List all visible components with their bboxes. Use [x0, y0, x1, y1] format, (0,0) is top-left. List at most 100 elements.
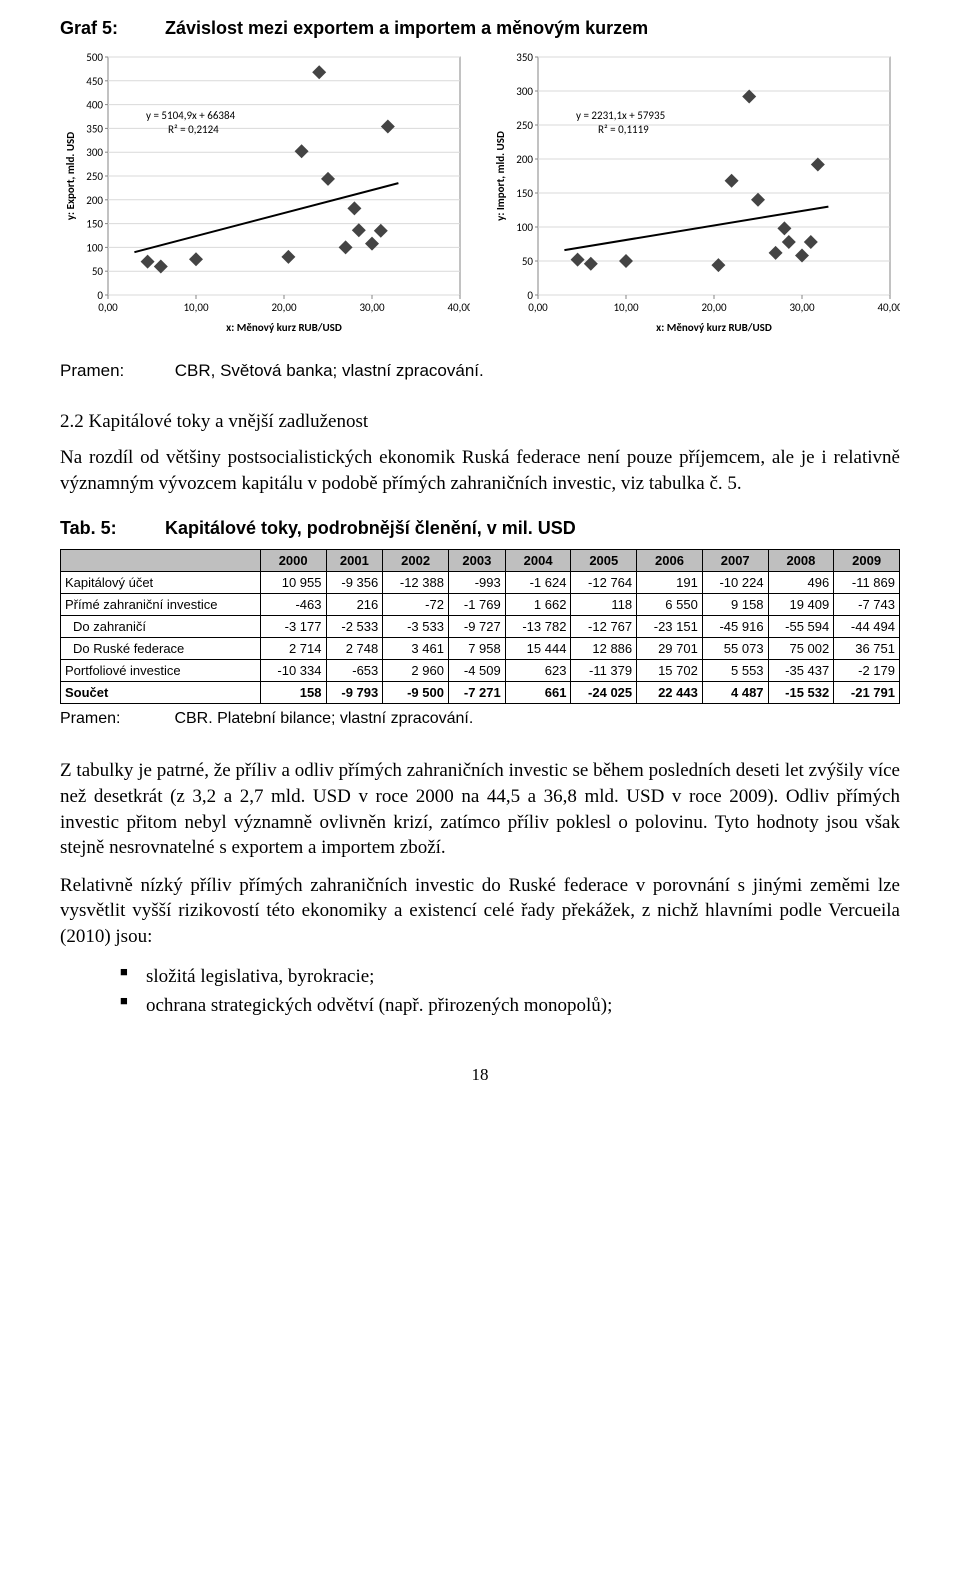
- table-header-cell: 2006: [637, 550, 703, 572]
- table-cell: -2 533: [326, 616, 383, 638]
- svg-text:20,00: 20,00: [271, 301, 296, 314]
- pramen2-label: Pramen:: [60, 710, 170, 728]
- table-header-cell: 2003: [448, 550, 505, 572]
- table-cell: 216: [326, 594, 383, 616]
- table-cell: -12 764: [571, 572, 637, 594]
- tab5-table: 2000200120022003200420052006200720082009…: [60, 549, 900, 704]
- svg-text:250: 250: [86, 170, 103, 183]
- table-cell: -44 494: [834, 616, 900, 638]
- pramen1-text: CBR, Světová banka; vlastní zpracování.: [175, 361, 484, 380]
- table-cell: -23 151: [637, 616, 703, 638]
- table-cell: 9 158: [702, 594, 768, 616]
- table-cell: -72: [383, 594, 449, 616]
- table-cell: -12 767: [571, 616, 637, 638]
- table-cell: 22 443: [637, 682, 703, 704]
- svg-text:300: 300: [516, 85, 533, 98]
- tab5-title: Kapitálové toky, podrobnější členění, v …: [165, 518, 576, 538]
- table-cell: -653: [326, 660, 383, 682]
- table-row: Do zahraničí-3 177-2 533-3 533-9 727-13 …: [61, 616, 900, 638]
- table-cell: -21 791: [834, 682, 900, 704]
- table-cell: 2 960: [383, 660, 449, 682]
- pramen-line-2: Pramen: CBR. Platební bilance; vlastní z…: [60, 710, 900, 728]
- table-cell: -9 500: [383, 682, 449, 704]
- table-cell: 158: [260, 682, 326, 704]
- row-label: Kapitálový účet: [61, 572, 261, 594]
- table-cell: 191: [637, 572, 703, 594]
- row-label: Přímé zahraniční investice: [61, 594, 261, 616]
- table-header-cell: 2001: [326, 550, 383, 572]
- page-number: 18: [60, 1065, 900, 1085]
- pramen2-text: CBR. Platební bilance; vlastní zpracován…: [174, 710, 473, 727]
- svg-text:300: 300: [86, 146, 103, 159]
- table-row: Do Ruské federace2 7142 7483 4617 95815 …: [61, 638, 900, 660]
- svg-text:y: Import, mld. USD: y: Import, mld. USD: [494, 131, 507, 221]
- svg-text:x: Měnový kurz RUB/USD: x: Měnový kurz RUB/USD: [656, 321, 772, 334]
- svg-text:40,00: 40,00: [447, 301, 470, 314]
- table-cell: -13 782: [505, 616, 571, 638]
- table-header-cell: 2002: [383, 550, 449, 572]
- table-cell: 661: [505, 682, 571, 704]
- tab5-label: Tab. 5:: [60, 518, 160, 539]
- svg-text:y = 5104,9x + 66384: y = 5104,9x + 66384: [146, 109, 236, 122]
- table-cell: 7 958: [448, 638, 505, 660]
- table-cell: 29 701: [637, 638, 703, 660]
- graf5-label: Graf 5:: [60, 18, 160, 39]
- list-item: ochrana strategických odvětví (např. při…: [120, 991, 900, 1020]
- svg-text:30,00: 30,00: [359, 301, 384, 314]
- para-relative: Relativně nízký příliv přímých zahraničn…: [60, 873, 900, 950]
- table-cell: -993: [448, 572, 505, 594]
- table-cell: -9 793: [326, 682, 383, 704]
- svg-text:200: 200: [86, 194, 103, 207]
- table-cell: -3 533: [383, 616, 449, 638]
- svg-text:R² = 0,1119: R² = 0,1119: [598, 123, 649, 136]
- svg-text:20,00: 20,00: [701, 301, 726, 314]
- table-cell: 3 461: [383, 638, 449, 660]
- table-cell: 118: [571, 594, 637, 616]
- table-cell: -11 379: [571, 660, 637, 682]
- table-cell: 55 073: [702, 638, 768, 660]
- table-cell: 15 444: [505, 638, 571, 660]
- table-cell: 6 550: [637, 594, 703, 616]
- table-cell: 10 955: [260, 572, 326, 594]
- svg-text:200: 200: [516, 153, 533, 166]
- svg-text:100: 100: [516, 221, 533, 234]
- table-cell: -9 356: [326, 572, 383, 594]
- list-item: složitá legislativa, byrokracie;: [120, 962, 900, 991]
- table-cell: -1 624: [505, 572, 571, 594]
- row-label: Součet: [61, 682, 261, 704]
- svg-text:150: 150: [86, 218, 103, 231]
- section-2-2-para1: Na rozdíl od většiny postsocialistických…: [60, 445, 900, 496]
- table-header-cell: 2000: [260, 550, 326, 572]
- table-cell: 5 553: [702, 660, 768, 682]
- svg-text:50: 50: [92, 265, 104, 278]
- table-cell: -12 388: [383, 572, 449, 594]
- table-cell: -15 532: [768, 682, 834, 704]
- svg-text:350: 350: [86, 122, 103, 135]
- table-row: Součet158-9 793-9 500-7 271661-24 02522 …: [61, 682, 900, 704]
- table-cell: -10 224: [702, 572, 768, 594]
- svg-text:y = 2231,1x + 57935: y = 2231,1x + 57935: [576, 109, 665, 122]
- import-chart: 0501001502002503003500,0010,0020,0030,00…: [490, 47, 900, 337]
- row-label: Do zahraničí: [61, 616, 261, 638]
- table-cell: -4 509: [448, 660, 505, 682]
- svg-text:0,00: 0,00: [528, 301, 548, 314]
- table-header-cell: 2008: [768, 550, 834, 572]
- svg-text:250: 250: [516, 119, 533, 132]
- table-row: Portfoliové investice-10 334-6532 960-4 …: [61, 660, 900, 682]
- svg-text:50: 50: [522, 255, 534, 268]
- svg-text:500: 500: [86, 51, 103, 64]
- svg-text:y: Export, mld. USD: y: Export, mld. USD: [64, 132, 77, 220]
- table-cell: 496: [768, 572, 834, 594]
- svg-text:30,00: 30,00: [789, 301, 814, 314]
- table-cell: 75 002: [768, 638, 834, 660]
- table-cell: 36 751: [834, 638, 900, 660]
- bullet-list: složitá legislativa, byrokracie;ochrana …: [120, 962, 900, 1021]
- table-row: Kapitálový účet10 955-9 356-12 388-993-1…: [61, 572, 900, 594]
- table-cell: 2 748: [326, 638, 383, 660]
- charts-row: 0501001502002503003504004505000,0010,002…: [60, 47, 900, 337]
- table-cell: -45 916: [702, 616, 768, 638]
- section-2-2-heading: 2.2 Kapitálové toky a vnější zadluženost: [60, 411, 900, 433]
- table-cell: -2 179: [834, 660, 900, 682]
- table-cell: 2 714: [260, 638, 326, 660]
- tab5-heading: Tab. 5: Kapitálové toky, podrobnější čle…: [60, 518, 900, 539]
